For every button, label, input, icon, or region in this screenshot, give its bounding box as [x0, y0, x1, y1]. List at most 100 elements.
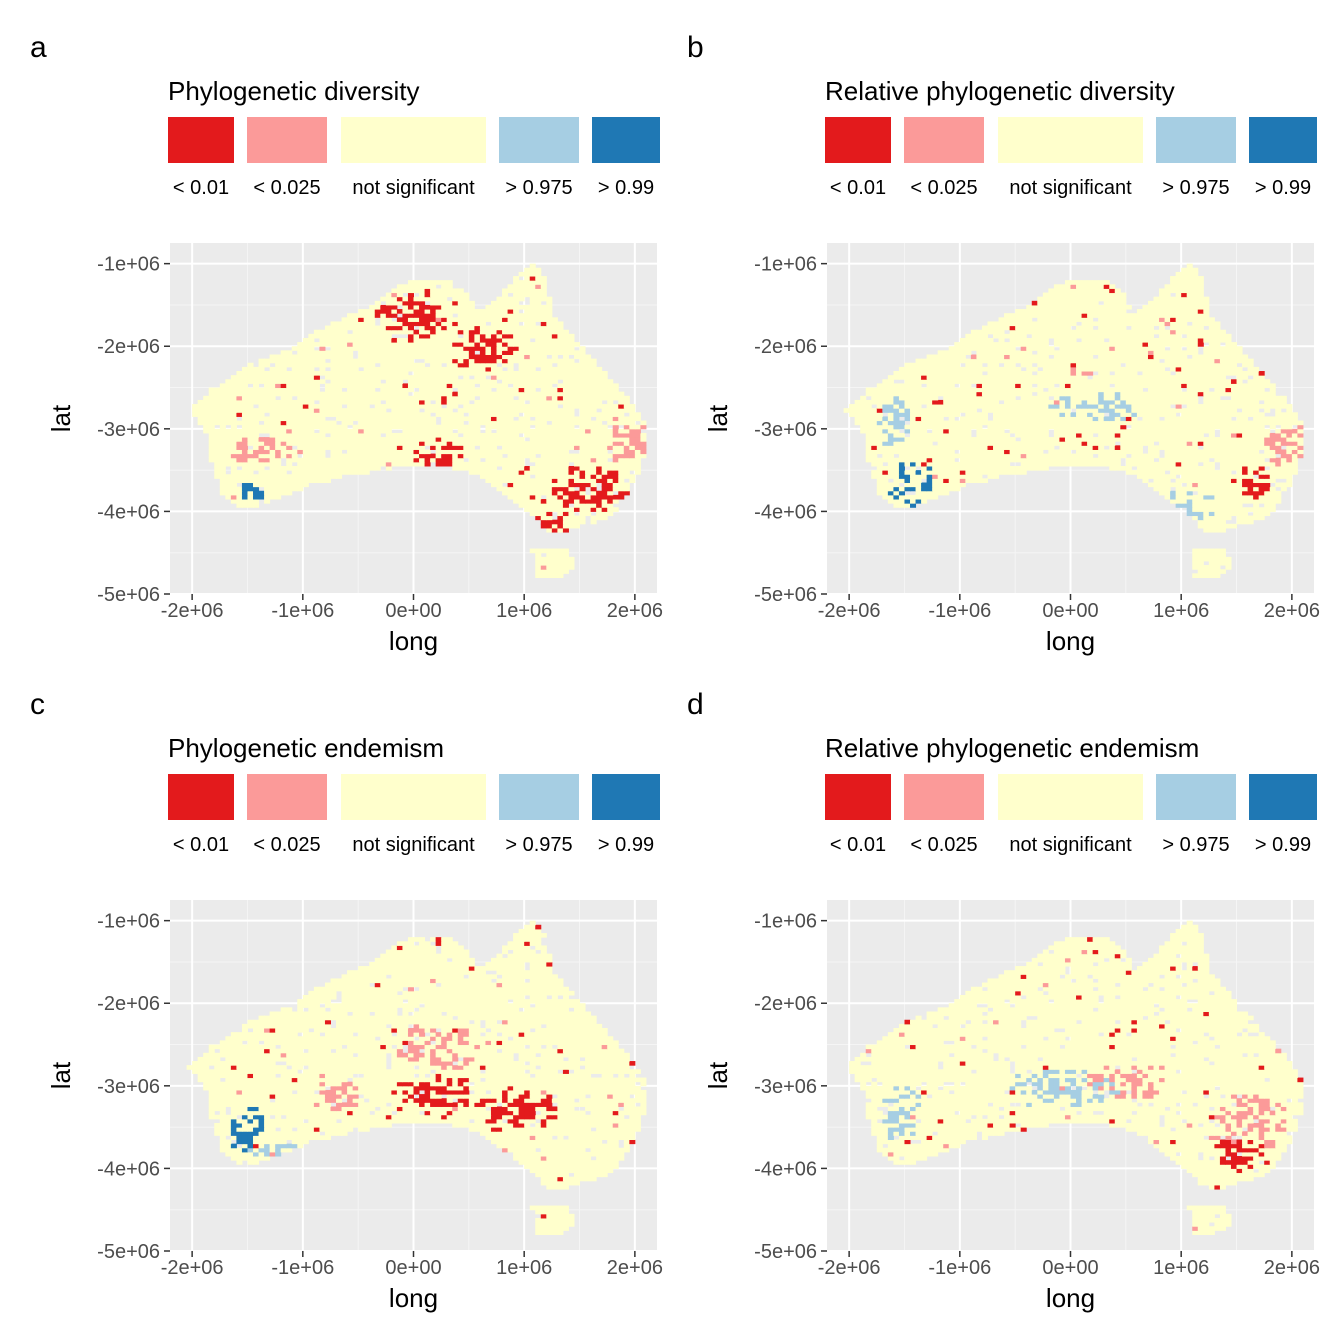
map-cell	[208, 404, 215, 409]
map-cell	[502, 321, 509, 327]
map-cell	[402, 300, 409, 306]
map-cell	[385, 445, 392, 450]
map-cell	[358, 465, 365, 471]
map-cell	[1297, 453, 1304, 459]
map-cell	[573, 465, 581, 471]
map-cell	[904, 408, 911, 413]
map-cell	[446, 362, 453, 368]
map-cell	[590, 383, 597, 389]
map-cell	[347, 350, 354, 355]
map-cell	[463, 441, 470, 446]
map-cell	[1037, 465, 1044, 471]
map-cell	[424, 296, 431, 302]
map-cell	[1247, 424, 1254, 430]
map-cell	[336, 362, 343, 368]
map-cell	[887, 437, 894, 442]
map-cell	[413, 321, 420, 327]
map-cell	[596, 499, 603, 504]
map-cell	[568, 416, 575, 422]
map-cell	[524, 499, 531, 504]
map-cell	[435, 371, 442, 376]
map-cell	[1103, 408, 1110, 413]
map-cell	[629, 404, 636, 409]
map-cell	[479, 354, 486, 360]
map-cell	[507, 486, 514, 492]
map-cell	[1109, 457, 1116, 463]
map-cell	[524, 445, 531, 450]
map-cell	[452, 304, 459, 310]
map-cell	[893, 408, 900, 413]
map-cell	[1159, 395, 1166, 401]
map-cell	[236, 432, 243, 438]
map-cell	[535, 350, 542, 355]
map-cell	[402, 399, 409, 405]
map-cell	[424, 325, 431, 331]
map-cell	[954, 428, 961, 434]
map-cell	[402, 354, 409, 360]
map-cell	[435, 304, 442, 310]
map-cell	[474, 309, 481, 314]
map-cell	[430, 284, 437, 289]
map-cell	[490, 420, 498, 426]
map-cell	[286, 474, 293, 479]
map-cell	[1208, 391, 1215, 397]
map-cell	[535, 383, 542, 389]
map-cell	[363, 313, 370, 318]
map-cell	[264, 375, 271, 380]
map-cell	[932, 461, 939, 467]
map-cell	[297, 346, 304, 351]
map-cell	[910, 449, 917, 455]
map-cell	[452, 362, 459, 368]
map-cell	[865, 424, 872, 430]
map-cell	[1009, 445, 1016, 450]
map-cell	[319, 437, 326, 442]
map-cell	[596, 470, 603, 475]
map-cell	[1037, 461, 1044, 467]
map-cell	[502, 404, 509, 409]
map-cell	[1258, 412, 1265, 417]
map-cell	[441, 354, 448, 360]
map-cell	[1192, 432, 1199, 438]
map-cell	[1109, 399, 1116, 405]
map-cell	[954, 412, 961, 417]
map-cell	[993, 416, 1000, 422]
map-cell	[225, 428, 232, 434]
map-cell	[280, 474, 287, 479]
map-cell	[1253, 445, 1260, 450]
map-cell	[546, 424, 553, 430]
map-cell	[948, 395, 955, 401]
map-cell	[1192, 507, 1199, 512]
map-cell	[998, 432, 1005, 438]
map-cell	[529, 548, 536, 554]
map-cell	[1225, 515, 1232, 521]
map-cell	[214, 437, 221, 442]
map-cell	[474, 358, 481, 364]
map-cell	[1042, 416, 1049, 422]
map-cell	[518, 313, 525, 318]
map-cell	[1192, 441, 1199, 446]
map-cell	[463, 362, 470, 368]
map-cell	[479, 445, 486, 450]
map-cell	[391, 461, 398, 467]
map-cell	[998, 449, 1005, 455]
map-cell	[529, 317, 536, 322]
map-cell	[1186, 399, 1193, 405]
map-cell	[640, 441, 647, 446]
map-cell	[507, 350, 514, 355]
map-cell	[596, 404, 603, 409]
map-cell	[618, 453, 625, 459]
legend: < 0.01 < 0.025 not significant > 0.975 > 0.9…	[825, 117, 1317, 199]
map-cell	[943, 391, 950, 397]
map-cell	[943, 412, 950, 417]
map-cell	[441, 284, 448, 289]
map-cell	[557, 428, 564, 434]
map-cell	[457, 453, 464, 459]
map-cell	[341, 432, 348, 438]
map-cell	[247, 482, 254, 488]
map-cell	[1098, 457, 1105, 463]
map-cell	[579, 383, 586, 389]
map-cell	[1236, 449, 1243, 455]
map-cell	[435, 412, 442, 417]
map-cell	[269, 371, 276, 376]
map-cell	[369, 408, 376, 413]
